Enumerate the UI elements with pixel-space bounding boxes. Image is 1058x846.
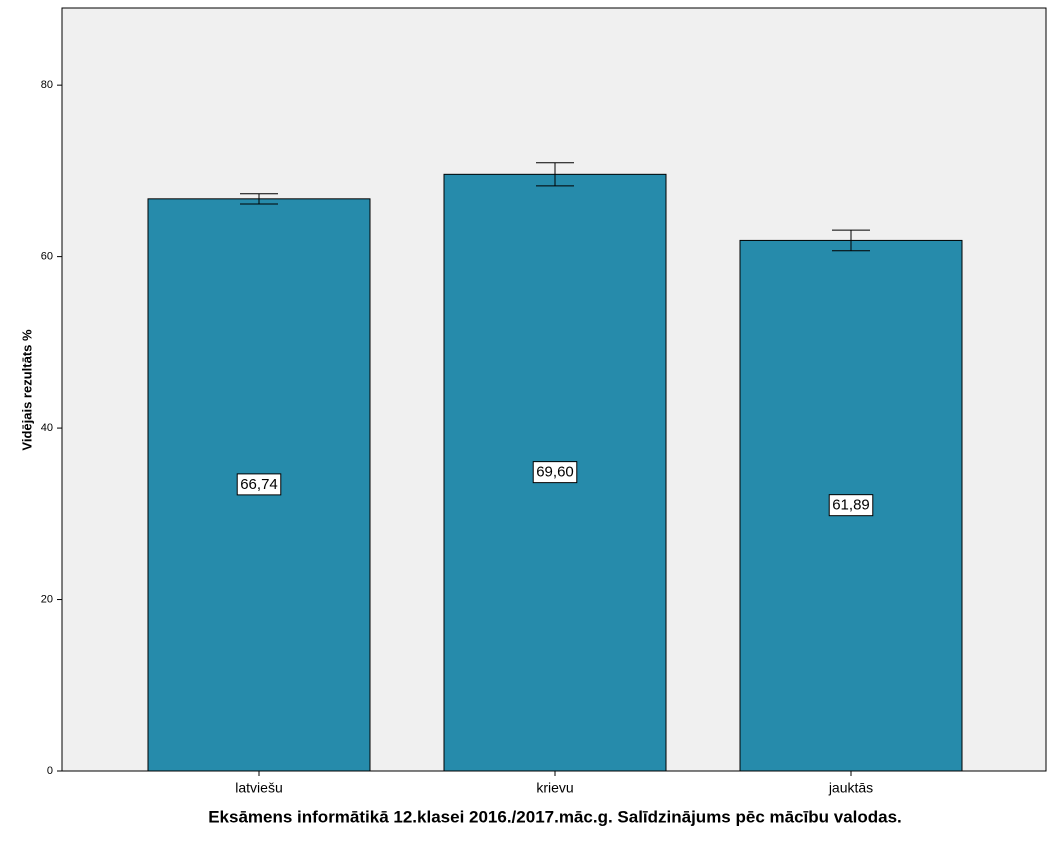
- error-bar: [240, 193, 278, 205]
- chart-title: Eksāmens informātikā 12.klasei 2016./201…: [208, 807, 902, 826]
- y-tick-label: 0: [47, 765, 53, 777]
- data-label-box: [236, 473, 282, 496]
- y-tick-label: 60: [41, 251, 53, 263]
- error-bar: [536, 162, 574, 187]
- x-tick-label: krievu: [536, 780, 573, 796]
- x-tick-label: jauktās: [828, 780, 873, 796]
- data-label-box: [828, 494, 874, 517]
- data-label: 69,60: [536, 464, 574, 481]
- y-tick-label: 80: [41, 79, 53, 91]
- data-label: 61,89: [832, 497, 870, 514]
- y-tick-label: 40: [41, 422, 53, 434]
- y-tick-label: 20: [41, 593, 53, 605]
- error-bar: [832, 229, 870, 252]
- data-label-box: [532, 461, 578, 484]
- data-label: 66,74: [240, 476, 278, 493]
- y-axis-label: Vidējais rezultāts %: [19, 329, 34, 451]
- x-tick-label: latviešu: [235, 780, 282, 796]
